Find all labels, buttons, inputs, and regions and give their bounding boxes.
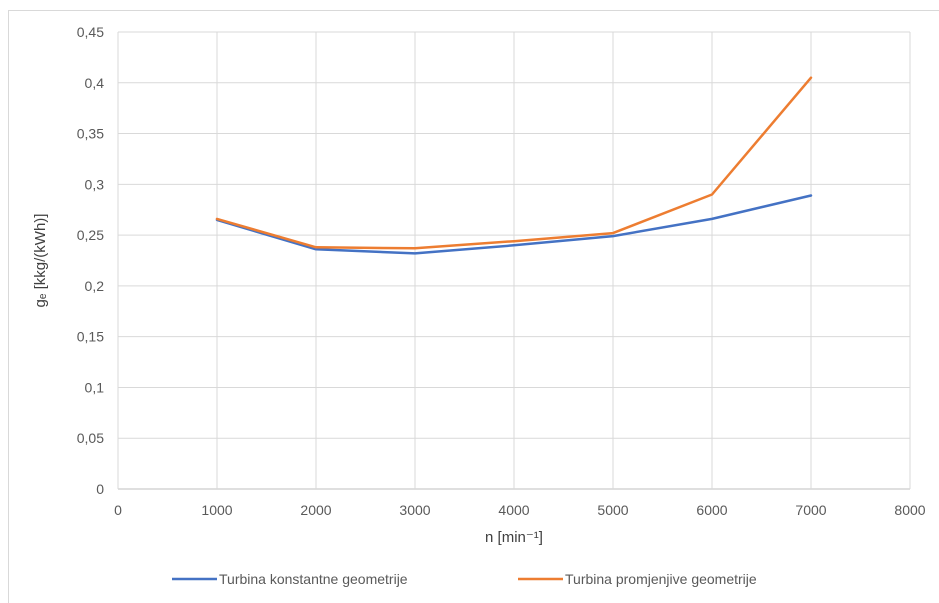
series-line-1 xyxy=(215,194,813,255)
y-tick-label: 0,1 xyxy=(85,379,105,395)
x-tick-label: 3000 xyxy=(399,502,430,518)
x-tick-label: 2000 xyxy=(300,502,331,518)
x-tick-label: 1000 xyxy=(201,502,232,518)
y-tick-label: 0,4 xyxy=(85,75,105,91)
x-tick-label: 6000 xyxy=(696,502,727,518)
x-tick-label: 4000 xyxy=(498,502,529,518)
x-axis-title: n [min⁻¹] xyxy=(485,529,543,546)
legend: Turbina konstantne geometrije Turbina pro… xyxy=(172,571,757,587)
legend-label-1: Turbina konstantne geometrije xyxy=(219,571,408,587)
gridlines xyxy=(117,31,911,490)
y-tick-label: 0,2 xyxy=(85,278,105,294)
y-tick-label: 0 xyxy=(96,481,104,497)
y-tick-label: 0,15 xyxy=(77,329,104,345)
y-tick-label: 0,25 xyxy=(77,227,104,243)
x-tick-label: 7000 xyxy=(795,502,826,518)
x-tick-label: 8000 xyxy=(894,502,925,518)
chart-frame xyxy=(8,10,939,603)
y-axis-title: gₑ [kkg/(kWh)] xyxy=(32,214,49,308)
y-tick-label: 0,45 xyxy=(77,24,104,40)
y-tick-label: 0,3 xyxy=(85,176,105,192)
y-tick-label: 0,35 xyxy=(77,126,104,142)
x-tick-label: 0 xyxy=(114,502,122,518)
series-lines xyxy=(215,76,813,255)
tick-labels: 0 0,05 0,1 0,15 0,2 0,25 0,3 0,35 0,4 0,45 0 1000 20… xyxy=(77,24,926,518)
x-tick-label: 5000 xyxy=(597,502,628,518)
legend-label-2: Turbina promjenjive geometrije xyxy=(565,571,757,587)
y-tick-label: 0,05 xyxy=(77,430,104,446)
